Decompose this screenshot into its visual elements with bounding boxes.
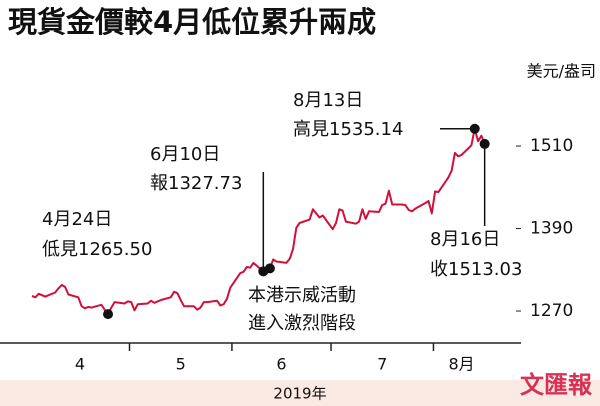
x-tick-label: 5	[176, 355, 186, 374]
annotation-text: 收1513.03	[430, 259, 522, 280]
annotation-marker	[479, 138, 490, 149]
annotation-text: 進入激烈階段	[248, 313, 356, 334]
x-tick-label: 7	[377, 355, 387, 374]
x-tick-label: 6	[276, 355, 286, 374]
x-tick-label: 8月	[448, 355, 474, 374]
annotation-text: 低見1265.50	[42, 239, 152, 260]
watermark: 文匯報	[520, 371, 593, 399]
annotation-text: 高見1535.14	[293, 119, 403, 140]
annotation-text: 8月16日	[430, 229, 500, 250]
chart-title: 現貨金價較4月低位累升兩成	[8, 5, 376, 39]
y-tick-label: 1270	[530, 301, 573, 321]
x-label-band	[0, 380, 600, 406]
annotation-text: 8月13日	[293, 90, 363, 111]
annotation-text: 6月10日	[150, 144, 220, 165]
annotation-marker	[264, 263, 275, 274]
y-unit: 美元/盎司	[527, 62, 596, 81]
x-tick-label: 4	[75, 355, 85, 374]
annotation-text: 本港示威活動	[248, 285, 356, 306]
annotation-text: 報1327.73	[150, 173, 242, 194]
annotation-text: 4月24日	[42, 209, 112, 230]
annotation-marker	[469, 123, 480, 134]
annotation-marker	[103, 309, 114, 320]
x-axis-label: 2019年	[273, 385, 326, 403]
y-tick-label: 1510	[530, 136, 573, 156]
y-tick-label: 1390	[530, 219, 573, 239]
